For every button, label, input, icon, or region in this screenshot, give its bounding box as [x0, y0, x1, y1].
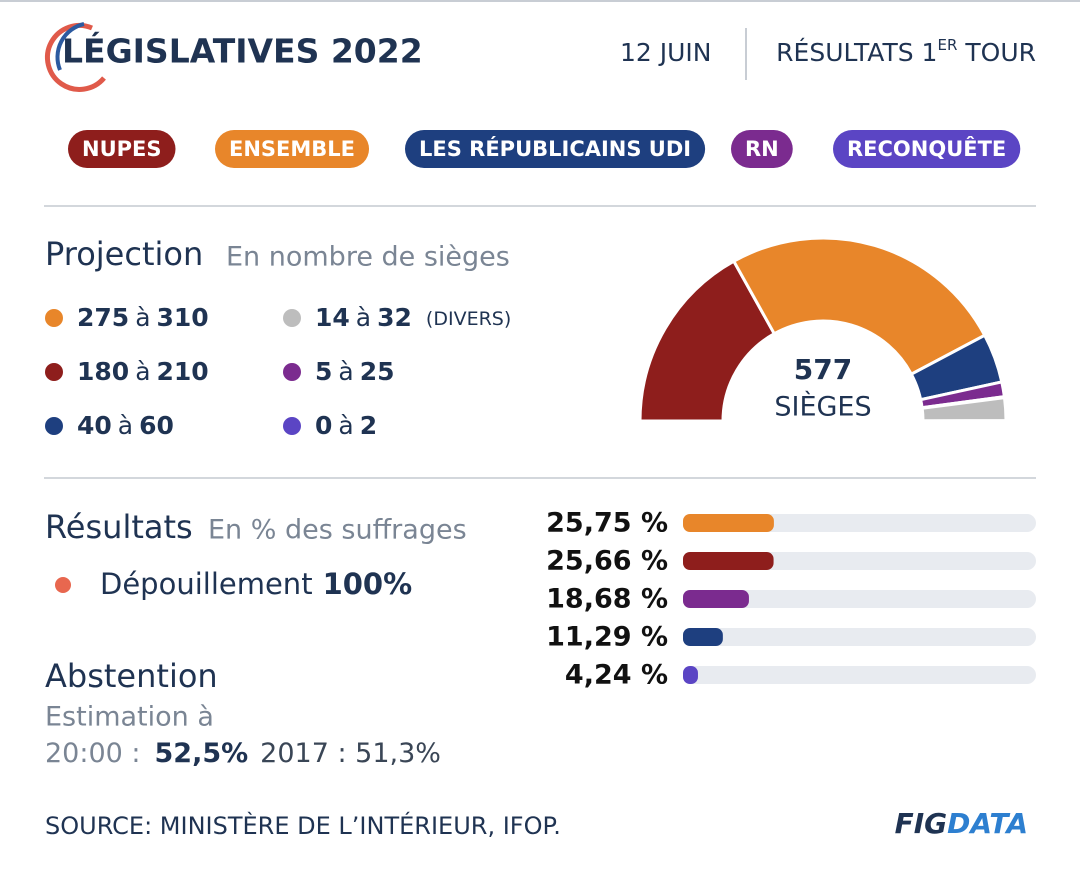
- abstention-line: Estimation à: [45, 702, 214, 733]
- pill-bg: [215, 130, 370, 168]
- bar: [683, 628, 723, 646]
- pill-label: LES RÉPUBLICAINS UDI: [419, 136, 691, 161]
- bar-track: [683, 666, 1036, 684]
- round-end: TOUR: [964, 38, 1036, 67]
- range-word: à: [338, 411, 353, 440]
- logo-arc: [55, 22, 85, 71]
- abstention-title: Abstention: [45, 657, 218, 695]
- party-pill[interactable]: LES RÉPUBLICAINS UDI: [405, 130, 706, 168]
- legend-range: 275 à 310: [77, 303, 209, 332]
- legend-dot: [283, 363, 301, 381]
- range-high: 32: [377, 303, 412, 332]
- top-border: [0, 0, 1080, 2]
- section-title: Résultats: [45, 508, 193, 546]
- value-label: 11,29 %: [546, 622, 668, 653]
- round-sup: ER: [937, 36, 957, 54]
- range-word: à: [135, 303, 150, 332]
- range-word: à: [356, 303, 371, 332]
- abstention-value: 52,5%: [155, 738, 249, 769]
- legend-range: 40 à 60: [77, 411, 174, 440]
- seat-total: 577: [794, 353, 852, 386]
- value-label: 4,24 %: [565, 660, 668, 691]
- range-low: 275: [77, 303, 129, 332]
- range-high: 60: [139, 411, 174, 440]
- range-high: 210: [157, 357, 209, 386]
- range-word: à: [338, 357, 353, 386]
- round: RÉSULTATS 1ER TOUR: [776, 36, 1036, 68]
- abstention-values: 20:00 : 52,5% 2017 : 51,3%: [45, 738, 441, 769]
- pill-label: RECONQUÊTE: [847, 136, 1006, 161]
- abstention-time: 20:00 :: [45, 738, 141, 769]
- value-label: 25,75 %: [546, 508, 668, 539]
- legend-dot: [45, 363, 63, 381]
- bar: [683, 514, 774, 532]
- pill-bg: [405, 130, 706, 168]
- seat-segment: [920, 395, 1008, 423]
- range-low: 40: [77, 411, 112, 440]
- logo-part: FIG: [895, 807, 948, 840]
- party-pill[interactable]: ENSEMBLE: [215, 130, 370, 168]
- bar-track: [683, 590, 1036, 608]
- pill-bg: [731, 130, 793, 168]
- round-text: RÉSULTATS 1: [776, 38, 937, 67]
- abstention-previous: 2017 : 51,3%: [260, 738, 441, 769]
- logo-part: DATA: [947, 807, 1028, 840]
- legend-dot: [283, 417, 301, 435]
- pill-label: ENSEMBLE: [229, 137, 355, 161]
- range-low: 180: [77, 357, 129, 386]
- range-word: à: [118, 411, 133, 440]
- seat-total-label: SIÈGES: [774, 391, 871, 423]
- title: LÉGISLATIVES 2022: [62, 31, 423, 71]
- pill-label: NUPES: [82, 137, 162, 161]
- legend-range: 180 à 210: [77, 357, 209, 386]
- legend-dot: [283, 309, 301, 327]
- range-low: 0: [315, 411, 332, 440]
- range-low: 5: [315, 357, 332, 386]
- pill-bg: [833, 130, 1021, 168]
- legend-dot: [45, 309, 63, 327]
- bar: [683, 590, 749, 608]
- divers-name: (DIVERS): [426, 308, 511, 330]
- status-dot: [55, 577, 71, 593]
- logo: FIGDATA: [895, 807, 1028, 840]
- date: 12 JUIN: [620, 38, 712, 67]
- pill-label: RN: [745, 137, 779, 161]
- range-high: 310: [157, 303, 209, 332]
- count: Dépouillement 100%: [100, 567, 412, 601]
- seat-segment: [731, 236, 987, 377]
- range-high: 25: [360, 357, 395, 386]
- count-label: Dépouillement: [100, 567, 313, 601]
- party-pill[interactable]: NUPES: [68, 130, 176, 168]
- party-pill[interactable]: RN: [731, 130, 793, 168]
- logo-arc: [45, 22, 106, 92]
- value-label: 18,68 %: [546, 584, 668, 615]
- legend-range: 14 à 32 (DIVERS): [315, 303, 511, 332]
- bar: [683, 552, 774, 570]
- source: SOURCE: MINISTÈRE DE L’INTÉRIEUR, IFOP.: [45, 811, 561, 840]
- section-subtitle: En % des suffrages: [208, 515, 467, 546]
- party-pill[interactable]: RECONQUÊTE: [833, 130, 1021, 168]
- range-high: 2: [360, 411, 377, 440]
- pill-bg: [68, 130, 176, 168]
- legend-range: 5 à 25: [315, 357, 395, 386]
- bar: [683, 666, 698, 684]
- seat-segment: [638, 259, 777, 423]
- value-label: 25,66 %: [546, 546, 668, 577]
- count-value: 100%: [323, 567, 413, 601]
- range-low: 14: [315, 303, 350, 332]
- legend-dot: [45, 417, 63, 435]
- bar-track: [683, 628, 1036, 646]
- section-title: Projection: [45, 235, 203, 273]
- section-subtitle: En nombre de sièges: [226, 242, 510, 273]
- range-word: à: [135, 357, 150, 386]
